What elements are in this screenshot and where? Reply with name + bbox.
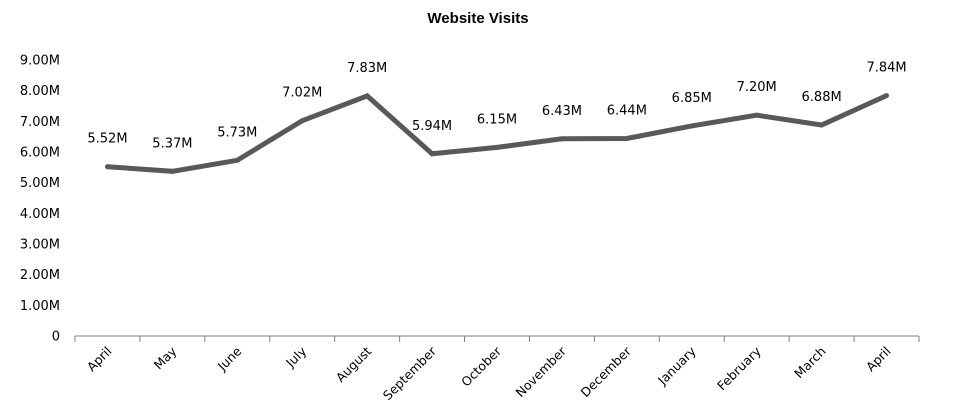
x-axis: April May June July August September October No… xyxy=(74,335,920,403)
x-tick-label: August xyxy=(333,343,375,385)
data-point xyxy=(624,136,630,142)
data-point xyxy=(689,123,695,129)
y-tick-label: 1.00M xyxy=(20,299,60,314)
y-tick-label: 7.00M xyxy=(20,115,60,130)
x-tick-label: March xyxy=(791,344,829,382)
x-tick-label: October xyxy=(458,343,505,390)
data-label: 7.02M xyxy=(282,86,322,101)
y-tick-label: 9.00M xyxy=(20,54,60,69)
x-tick-label: January xyxy=(654,343,699,388)
x-tick-label: April xyxy=(863,344,894,375)
y-axis: 0 1.00M 2.00M 3.00M 4.00M 5.00M 6.00M 7.00M 8.00… xyxy=(20,54,60,345)
x-tick-label: June xyxy=(214,343,245,374)
data-point xyxy=(364,93,370,99)
data-label: 7.84M xyxy=(866,61,906,76)
x-tick-label: September xyxy=(380,343,440,403)
data-point xyxy=(299,118,305,124)
data-point xyxy=(884,93,890,99)
x-tick-label: December xyxy=(578,343,635,400)
data-label: 5.37M xyxy=(152,136,192,151)
x-tick-label: November xyxy=(512,343,569,400)
data-label: 6.43M xyxy=(542,104,582,119)
chart-title: Website Visits xyxy=(427,10,528,27)
data-label: 7.83M xyxy=(347,61,387,76)
y-tick-label: 3.00M xyxy=(20,238,60,253)
data-point xyxy=(429,151,435,157)
y-tick-label: 5.00M xyxy=(20,176,60,191)
data-labels: 5.52M 5.37M 5.73M 7.02M 7.83M 5.94M 6.15M 6.43M… xyxy=(87,61,906,152)
y-tick-label: 2.00M xyxy=(20,268,60,283)
data-label: 5.94M xyxy=(412,119,452,134)
x-tick-label: July xyxy=(282,343,310,371)
data-label: 6.88M xyxy=(802,90,842,105)
data-point xyxy=(819,122,825,128)
data-point xyxy=(169,168,175,174)
data-label: 6.85M xyxy=(672,91,712,106)
y-tick-label: 4.00M xyxy=(20,207,60,222)
y-tick-label: 6.00M xyxy=(20,146,60,161)
data-label: 6.44M xyxy=(607,104,647,119)
x-tick-label: April xyxy=(84,344,115,375)
data-point xyxy=(494,144,500,150)
series-group xyxy=(104,93,890,174)
data-point xyxy=(234,157,240,163)
y-tick-label: 0 xyxy=(52,330,60,345)
data-point xyxy=(104,164,110,170)
data-label: 6.15M xyxy=(477,112,517,127)
x-tick-label: February xyxy=(714,343,764,393)
data-point xyxy=(754,112,760,118)
x-tick-label: May xyxy=(151,343,180,372)
data-point xyxy=(559,136,565,142)
data-label: 5.73M xyxy=(217,125,257,140)
y-tick-label: 8.00M xyxy=(20,84,60,99)
data-label: 7.20M xyxy=(737,80,777,95)
data-label: 5.52M xyxy=(87,132,127,147)
